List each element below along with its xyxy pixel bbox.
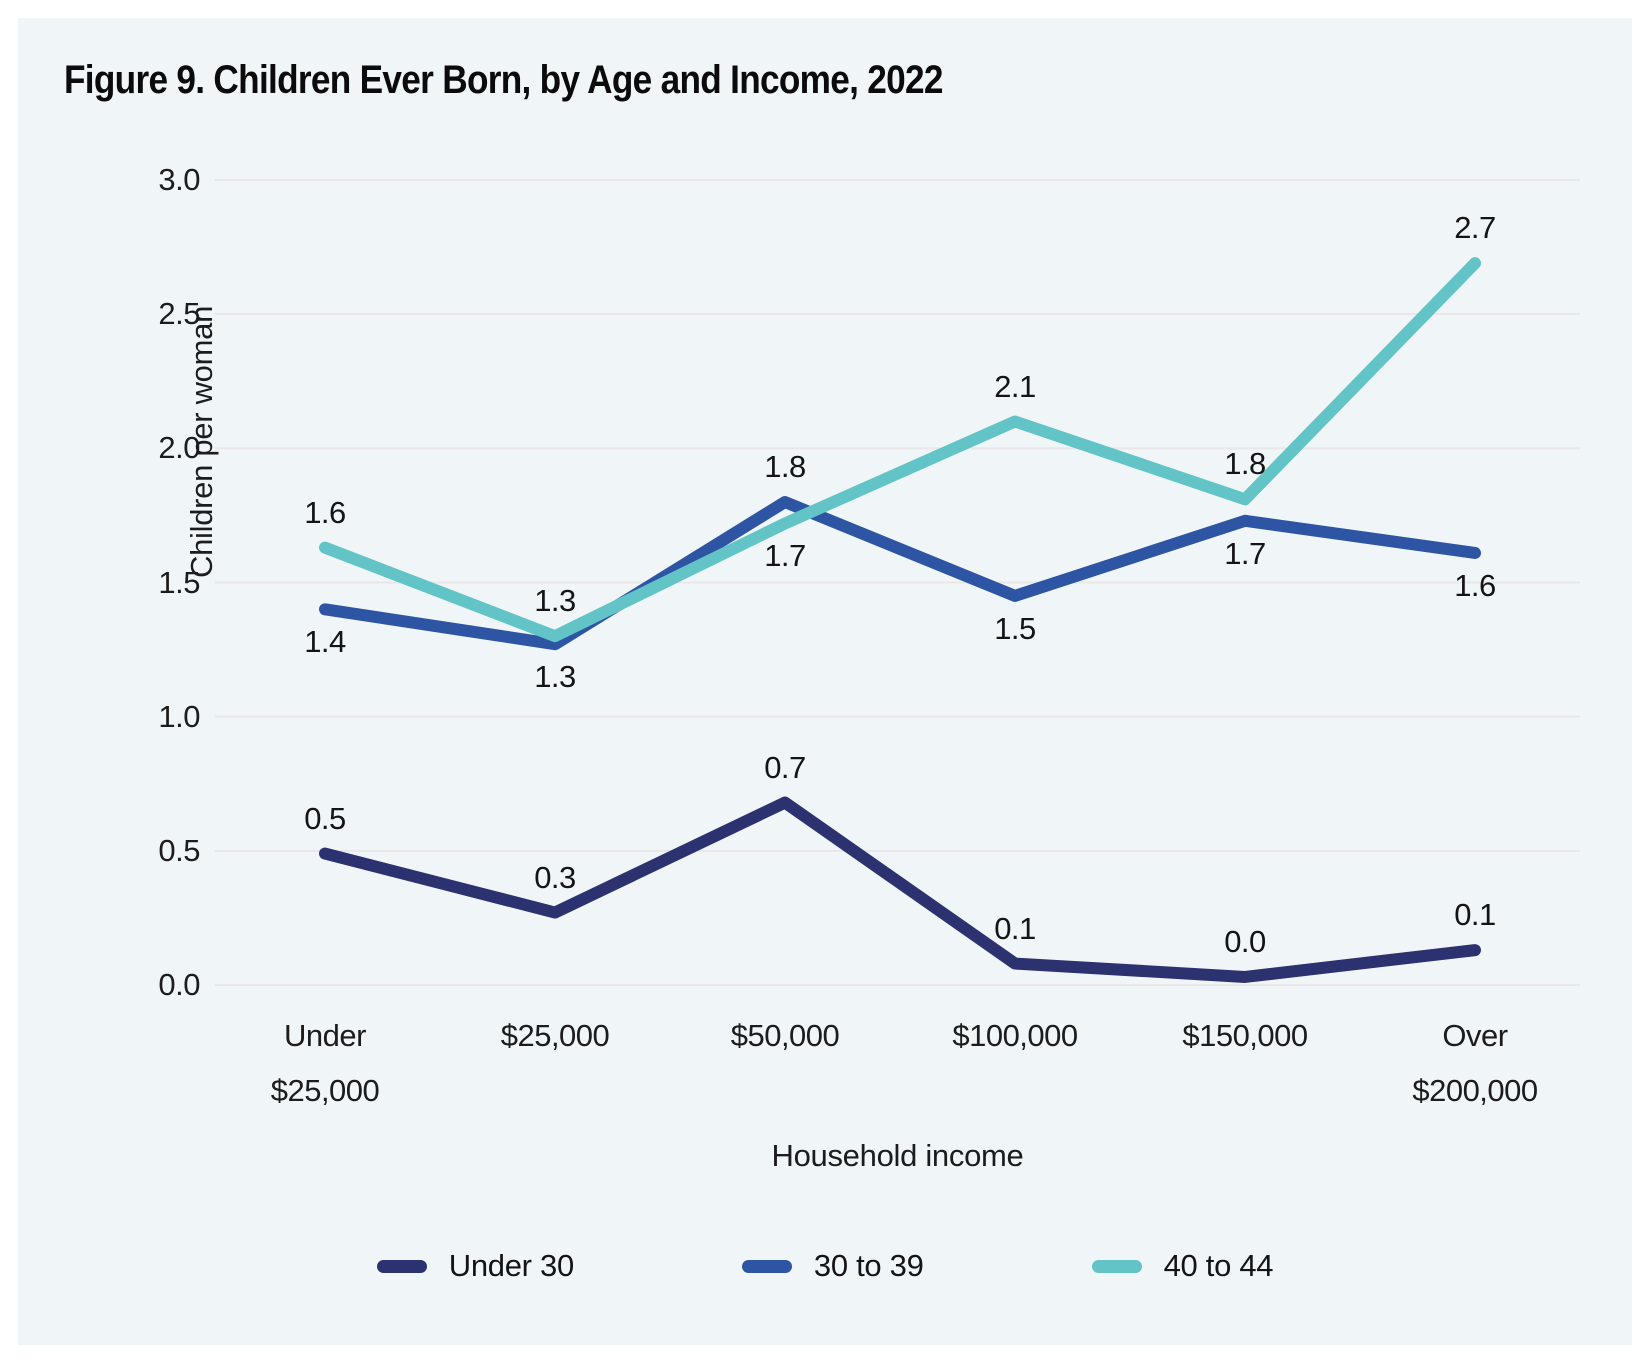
- legend-item-30-to-39: 30 to 39: [741, 1248, 924, 1284]
- y-tick-label: 2.0: [158, 430, 200, 466]
- legend-label-under-30: Under 30: [448, 1248, 574, 1283]
- legend-swatch-40-to-44: [1091, 1259, 1142, 1273]
- x-axis-title: Household income: [771, 1138, 1024, 1173]
- data-label: 0.1: [994, 910, 1036, 946]
- y-tick-label: 1.5: [158, 564, 200, 600]
- data-label: 1.7: [1224, 535, 1266, 571]
- y-tick-label: 2.5: [158, 296, 200, 332]
- data-label: 1.7: [764, 538, 806, 574]
- series-line-under-30: [319, 796, 1481, 983]
- x-tick-label: $50,000: [730, 1018, 840, 1053]
- y-tick-label: 0.0: [158, 967, 200, 1002]
- data-label: 1.6: [304, 494, 346, 530]
- data-label: 0.0: [1224, 923, 1266, 959]
- series-line-30-to-39: [319, 496, 1481, 651]
- x-tick-label: $100,000: [952, 1018, 1078, 1053]
- y-tick-label: 1.0: [158, 698, 200, 734]
- series-line-40-to-44: [319, 257, 1481, 643]
- data-label: 1.8: [764, 449, 806, 484]
- data-label: 0.1: [1454, 897, 1496, 933]
- legend-item-under-30: Under 30: [376, 1248, 574, 1284]
- data-label: 0.7: [764, 749, 806, 785]
- chart-panel: [18, 18, 1632, 1345]
- chart-legend: Under 30 30 to 39 40 to 44: [0, 1248, 1650, 1284]
- x-tick-label: Over $200,000: [1412, 1018, 1538, 1108]
- x-tick-label: Under $25,000: [270, 1018, 380, 1108]
- y-tick-label: 3.0: [158, 162, 200, 197]
- data-label: 1.8: [1224, 446, 1266, 482]
- legend-swatch-30-to-39: [741, 1259, 792, 1273]
- data-label: 1.6: [1454, 567, 1496, 603]
- legend-swatch-under-30: [376, 1259, 427, 1273]
- legend-label-40-to-44: 40 to 44: [1163, 1248, 1274, 1283]
- data-label: 1.3: [534, 583, 576, 619]
- data-label: 1.3: [534, 659, 576, 695]
- data-label: 2.7: [1454, 210, 1496, 246]
- data-label: 0.3: [534, 859, 576, 895]
- data-label: 0.5: [304, 800, 346, 836]
- x-tick-label: $150,000: [1182, 1018, 1308, 1053]
- y-tick-label: 0.5: [158, 832, 200, 868]
- legend-item-40-to-44: 40 to 44: [1091, 1248, 1274, 1284]
- chart-title: Figure 9. Children Ever Born, by Age and…: [64, 58, 943, 102]
- data-label: 2.1: [994, 368, 1036, 404]
- x-tick-label: $25,000: [500, 1018, 610, 1053]
- data-label: 1.5: [994, 610, 1036, 646]
- legend-label-30-to-39: 30 to 39: [813, 1248, 924, 1283]
- data-label: 1.4: [304, 624, 346, 660]
